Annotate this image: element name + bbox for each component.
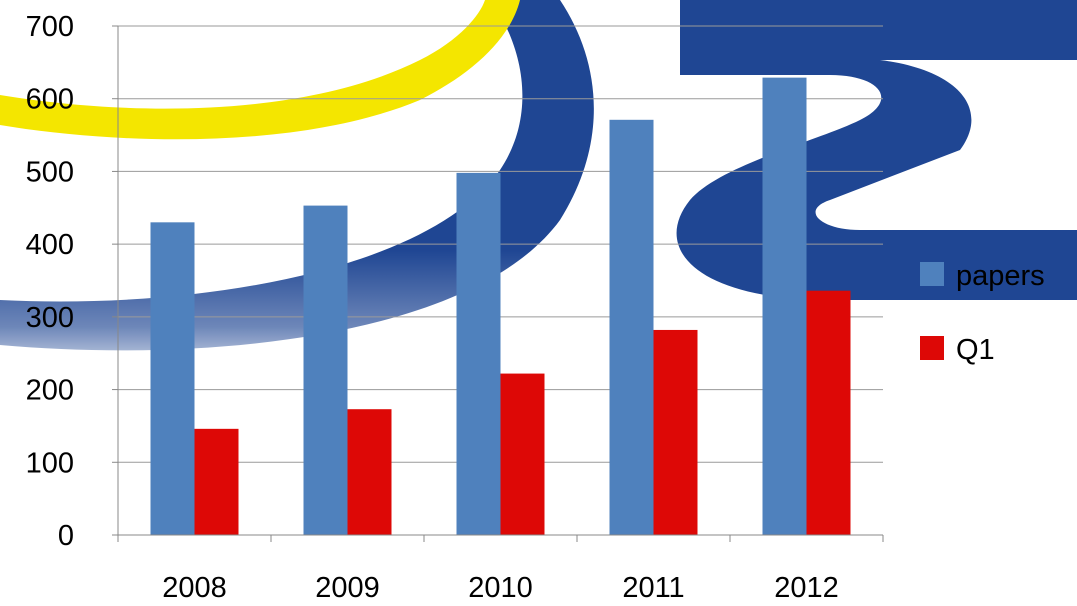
x-tick-label: 2011	[622, 572, 684, 604]
legend-swatch-q1	[920, 336, 944, 360]
bar-papers-2010	[456, 172, 501, 535]
x-tick-label: 2009	[315, 572, 380, 604]
y-tick-label: 100	[26, 447, 74, 479]
y-tick-labels: 0 100 200 300 400 500 600 700	[26, 11, 74, 552]
bar-papers-2012	[762, 77, 807, 536]
axes	[112, 25, 884, 542]
x-tick-label: 2010	[468, 572, 533, 604]
y-tick-label: 700	[26, 11, 74, 43]
x-tick-label: 2008	[162, 572, 227, 604]
y-tick-label: 600	[26, 84, 74, 116]
y-tick-label: 300	[26, 302, 74, 334]
legend-swatch-papers	[920, 262, 944, 286]
bar-papers-2008	[150, 222, 195, 536]
y-tick-label: 400	[26, 229, 74, 261]
bar-q1-2012	[806, 290, 851, 535]
y-tick-label: 500	[26, 156, 74, 188]
x-tick-label: 2012	[774, 572, 839, 604]
legend-label-papers: papers	[956, 260, 1045, 292]
legend: papers Q1	[920, 260, 1045, 366]
legend-label-q1: Q1	[956, 334, 995, 366]
bar-q1-2008	[194, 428, 239, 535]
bar-q1-2010	[500, 373, 545, 535]
y-tick-label: 0	[58, 520, 74, 552]
bar-q1-2011	[653, 329, 698, 535]
bar-q1-2009	[347, 409, 392, 535]
y-tick-label: 200	[26, 375, 74, 407]
bars	[150, 77, 851, 536]
x-tick-labels: 2008 2009 2010 2011 2012	[162, 572, 839, 604]
bar-papers-2009	[303, 205, 348, 535]
bar-papers-2011	[609, 119, 654, 536]
